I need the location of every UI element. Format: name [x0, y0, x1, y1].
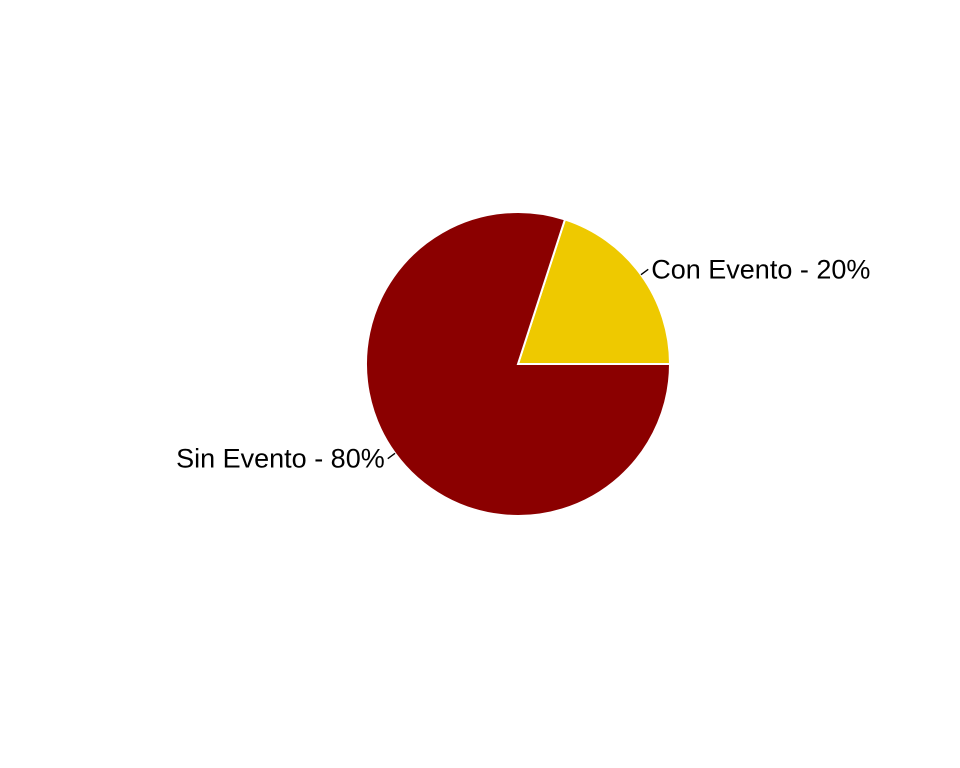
slice-label-sin-evento: Sin Evento - 80% — [176, 444, 385, 474]
leader-line-sin-evento — [388, 453, 395, 458]
slice-label-con-evento: Con Evento - 20% — [651, 254, 870, 284]
leader-line-con-evento — [641, 269, 648, 274]
